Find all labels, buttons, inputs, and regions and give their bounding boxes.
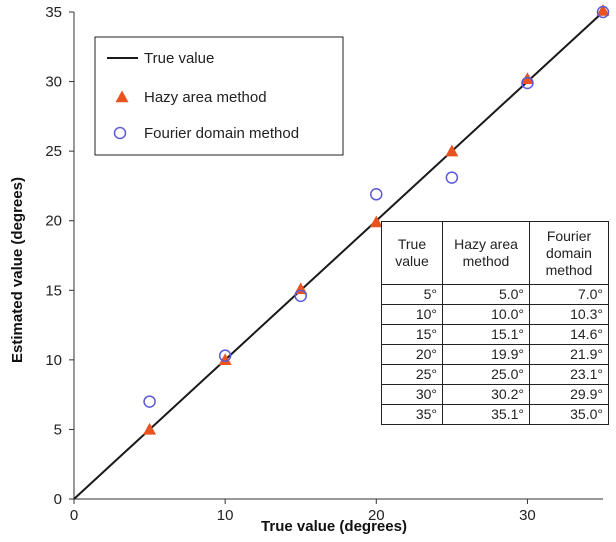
table-cell: 35.1° — [442, 404, 530, 425]
x-tick-label: 10 — [217, 507, 234, 524]
table-row: 30° 30.2° 29.9° — [381, 384, 609, 405]
data-table: True value Hazy area method Fourier doma… — [381, 221, 609, 425]
hazy-area-point — [369, 215, 383, 228]
legend-box — [94, 36, 344, 156]
table-cell: 30° — [381, 384, 443, 405]
fourier-domain-point — [218, 349, 232, 362]
y-tick-label: 15 — [45, 282, 62, 299]
axes — [73, 12, 603, 500]
table-header-row: True value Hazy area method Fourier doma… — [381, 221, 609, 285]
legend-circle-swatch — [113, 126, 127, 140]
y-tick-label: 0 — [54, 491, 62, 508]
true-value-line — [73, 11, 604, 500]
hazy-area-point — [218, 353, 232, 366]
table-cell: 29.9° — [529, 384, 609, 405]
table-body: 5° 5.0° 7.0° 10° 10.0° 10.3° 15° 15.1° 14.6° 20° 1… — [381, 284, 609, 425]
table-header-fourier-domain: Fourier domain method — [529, 221, 609, 285]
legend-label: Hazy area method — [144, 89, 267, 106]
hazy-area-point — [596, 4, 610, 16]
legend-label: True value — [144, 50, 214, 67]
y-tick-label: 20 — [45, 213, 62, 230]
x-tick-label: 20 — [368, 507, 385, 524]
table-header-hazy-area: Hazy area method — [442, 221, 530, 285]
legend: True value Hazy area method Fourier domain… — [94, 36, 344, 156]
table-cell: 5.0° — [442, 284, 530, 305]
table-row: 5° 5.0° 7.0° — [381, 284, 609, 305]
hazy-area-point — [143, 422, 157, 435]
series — [73, 4, 610, 500]
table-cell: 25° — [381, 364, 443, 385]
table-cell: 10.3° — [529, 304, 609, 325]
fourier-domain-point — [143, 395, 156, 408]
table-cell: 15.1° — [442, 324, 530, 345]
y-tick-label: 30 — [45, 74, 62, 91]
x-tick-label: 0 — [70, 507, 78, 524]
table-row: 35° 35.1° 35.0° — [381, 404, 609, 425]
table-row: 25° 25.0° 23.1° — [381, 364, 609, 385]
y-axis-title: Estimated value (degrees) — [9, 177, 26, 363]
table-cell: 10° — [381, 304, 443, 325]
table-cell: 5° — [381, 284, 443, 305]
x-tick-label: 30 — [519, 507, 536, 524]
fourier-domain-point — [596, 5, 610, 19]
ticks: 0 10 20 30 0 5 10 15 20 25 30 35 — [45, 4, 535, 524]
table-cell: 35.0° — [529, 404, 609, 425]
x-axis-title: True value (degrees) — [261, 518, 407, 535]
table-cell: 21.9° — [529, 344, 609, 365]
legend-label: Fourier domain method — [144, 125, 299, 142]
table-cell: 10.0° — [442, 304, 530, 325]
table-cell: 35° — [381, 404, 443, 425]
table-cell: 30.2° — [442, 384, 530, 405]
table-header-true-value: True value — [381, 221, 443, 285]
fourier-domain-point — [445, 171, 459, 184]
table-row: 20° 19.9° 21.9° — [381, 344, 609, 365]
fourier-domain-point — [294, 289, 307, 303]
table-cell: 14.6° — [529, 324, 609, 345]
table-cell: 20° — [381, 344, 443, 365]
y-tick-label: 35 — [45, 4, 62, 21]
y-tick-label: 5 — [54, 421, 62, 438]
y-tick-label: 25 — [45, 143, 62, 160]
table-cell: 25.0° — [442, 364, 530, 385]
table-cell: 23.1° — [529, 364, 609, 385]
table-cell: 7.0° — [529, 284, 609, 305]
table-row: 15° 15.1° 14.6° — [381, 324, 609, 345]
table-cell: 15° — [381, 324, 443, 345]
hazy-area-point — [445, 144, 459, 157]
y-tick-label: 10 — [45, 352, 62, 369]
legend-triangle-swatch — [115, 90, 129, 103]
fourier-domain-point — [370, 188, 383, 201]
table-cell: 19.9° — [442, 344, 530, 365]
table-row: 10° 10.0° 10.3° — [381, 304, 609, 325]
fourier-domain-point — [521, 76, 534, 90]
